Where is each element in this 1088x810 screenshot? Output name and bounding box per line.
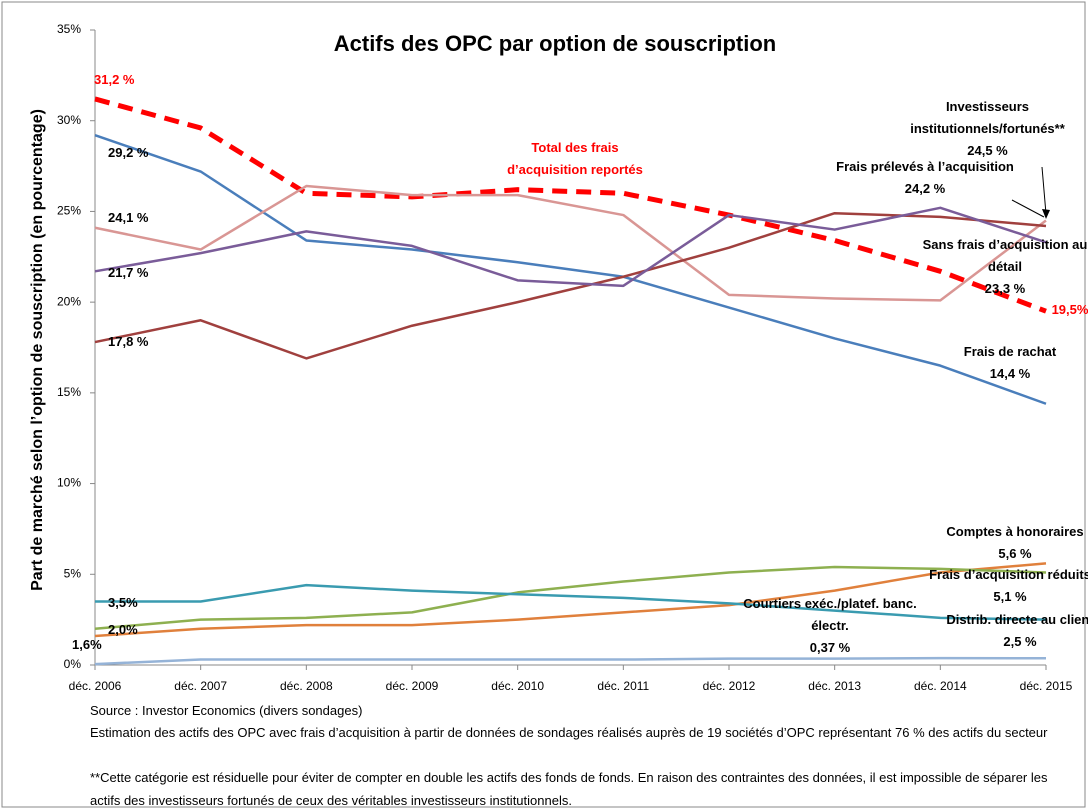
data-label: 23,3 %	[984, 281, 1026, 296]
data-label: 1,6%	[72, 637, 102, 652]
y-axis-title: Part de marché selon l’option de souscri…	[29, 109, 46, 591]
series-line	[95, 583, 1047, 621]
chart-title: Actifs des OPC par option de souscriptio…	[334, 31, 777, 56]
footnote: Source : Investor Economics (divers sond…	[90, 703, 363, 718]
data-label: 31,2 %	[94, 72, 135, 87]
data-label-box: 2,0%	[108, 619, 158, 641]
y-tick-label: 15%	[57, 385, 81, 399]
y-tick-label: 25%	[57, 204, 81, 218]
series-annotation: Frais de rachat 14,4 %	[935, 341, 1085, 385]
series-name: Frais d’acquisition réduits	[929, 567, 1088, 582]
data-label-box: 31,2 %	[94, 69, 144, 91]
series-name: Distrib. directe au client	[946, 612, 1088, 627]
data-label-box: 29,2 %	[108, 142, 158, 164]
footnote: **Cette catégorie est résiduelle pour év…	[90, 770, 1048, 808]
series-annotation: Total des frais d’acquisition reportés	[490, 137, 660, 181]
series-name: Sans frais d’acquisition au détail	[922, 237, 1088, 274]
x-tick-label: déc. 2008	[280, 679, 333, 693]
data-label: 14,4 %	[989, 366, 1031, 381]
series-name: Frais de rachat	[963, 344, 1057, 359]
data-label: 24,1 %	[108, 210, 149, 225]
data-label: 19,5%	[1051, 302, 1088, 317]
x-tick-label: déc. 2011	[597, 679, 649, 693]
series-line	[94, 134, 1047, 405]
data-label-box: 21,7 %	[108, 262, 158, 284]
data-label: 2,5 %	[1003, 634, 1037, 649]
data-label: 17,8 %	[108, 334, 149, 349]
x-tick-label: déc. 2013	[808, 679, 861, 693]
series-name: Frais prélevés à l’acquisition	[836, 159, 1014, 174]
x-tick-label: déc. 2010	[491, 679, 544, 693]
data-label-box: 1,6%	[72, 634, 122, 656]
series-name: Courtiers exéc./platef. banc. électr.	[743, 596, 917, 633]
series-line	[94, 565, 1047, 630]
arrow	[1041, 166, 1047, 215]
series-name: Investisseurs institutionnels/fortunés**	[910, 99, 1065, 136]
data-label: 29,2 %	[108, 145, 149, 160]
series-line	[94, 211, 1047, 360]
data-label: 21,7 %	[108, 265, 149, 280]
series-annotation: Frais prélevés à l’acquisition 24,2 %	[805, 156, 1045, 200]
y-tick-label: 10%	[57, 476, 81, 490]
arrow	[1011, 199, 1045, 218]
y-tick-label: 30%	[57, 113, 81, 127]
data-label: 5,1 %	[993, 589, 1027, 604]
data-label-box: 17,8 %	[108, 331, 158, 353]
series-annotation: Distrib. directe au client 2,5 %	[935, 609, 1088, 653]
data-label: 24,2 %	[904, 181, 946, 196]
x-tick-label: déc. 2009	[386, 679, 439, 693]
series-annotation: Investisseurs institutionnels/fortunés**…	[885, 96, 1088, 162]
series-line	[94, 656, 1047, 666]
y-tick-label: 0%	[64, 657, 82, 671]
data-label: 24,5 %	[967, 143, 1008, 158]
x-tick-label: déc. 2014	[914, 679, 967, 693]
data-label: 0,37 %	[809, 640, 851, 655]
series-line	[94, 562, 1047, 638]
series-annotation: Frais d’acquisition réduits 5,1 %	[920, 564, 1088, 608]
x-tick-label: déc. 2006	[69, 679, 122, 693]
arrow-head	[1042, 209, 1050, 219]
data-label: 5,6 %	[998, 546, 1032, 561]
data-label-box: 19,5%	[1040, 299, 1088, 321]
series-line	[94, 184, 1047, 302]
y-tick-label: 35%	[57, 22, 81, 36]
data-label-box: 3,5%	[108, 592, 158, 614]
x-tick-label: déc. 2015	[1020, 679, 1073, 693]
series-annotation: Comptes à honoraires 5,6 %	[930, 521, 1088, 565]
data-label: 3,5%	[108, 595, 138, 610]
series-annotation: Sans frais d’acquisition au détail 23,3 %	[905, 234, 1088, 300]
series-annotation: Courtiers exéc./platef. banc. électr. 0,3…	[735, 593, 925, 659]
series-line	[94, 206, 1047, 288]
data-label: 2,0%	[108, 622, 138, 637]
series-line	[94, 96, 1047, 314]
x-tick-label: déc. 2007	[174, 679, 227, 693]
x-tick-label: déc. 2012	[703, 679, 756, 693]
y-tick-label: 5%	[64, 566, 82, 580]
footnote: Estimation des actifs des OPC avec frais…	[90, 725, 1048, 740]
series-name: Comptes à honoraires	[946, 524, 1084, 539]
data-label-box: 24,1 %	[108, 207, 158, 229]
series-name: Total des frais d’acquisition reportés	[507, 140, 643, 177]
y-tick-label: 20%	[57, 294, 81, 308]
